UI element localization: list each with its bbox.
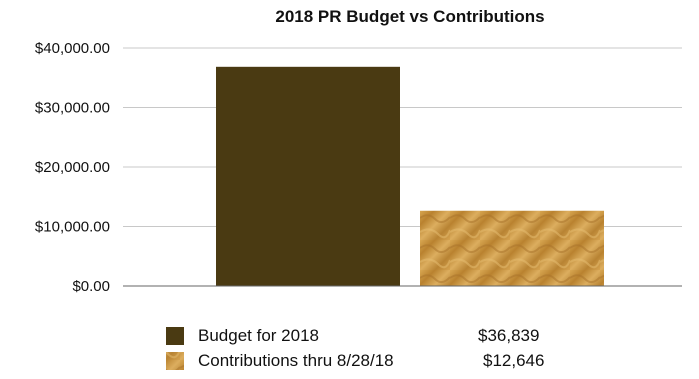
y-tick-label: $10,000.00 bbox=[35, 219, 110, 236]
y-tick-label: $30,000.00 bbox=[35, 100, 110, 117]
legend: Budget for 2018 $36,839 Contributions thru… bbox=[166, 326, 544, 370]
legend-value: $36,839 bbox=[478, 326, 539, 345]
bars bbox=[216, 66, 604, 286]
bar-budget bbox=[216, 66, 400, 286]
y-axis-ticks: $0.00 $10,000.00 $20,000.00 $30,000.00 $40,0… bbox=[35, 40, 110, 295]
gridlines bbox=[123, 47, 682, 227]
legend-label: Contributions thru 8/28/18 bbox=[198, 351, 394, 370]
y-tick-label: $0.00 bbox=[72, 278, 110, 295]
chart-title: 2018 PR Budget vs Contributions bbox=[275, 7, 544, 26]
legend-label: Budget for 2018 bbox=[198, 326, 319, 345]
legend-swatch bbox=[166, 352, 184, 370]
y-tick-label: $20,000.00 bbox=[35, 159, 110, 176]
bar-contributions bbox=[420, 210, 604, 286]
legend-swatch bbox=[166, 327, 184, 345]
y-tick-label: $40,000.00 bbox=[35, 40, 110, 57]
legend-value: $12,646 bbox=[483, 351, 544, 370]
